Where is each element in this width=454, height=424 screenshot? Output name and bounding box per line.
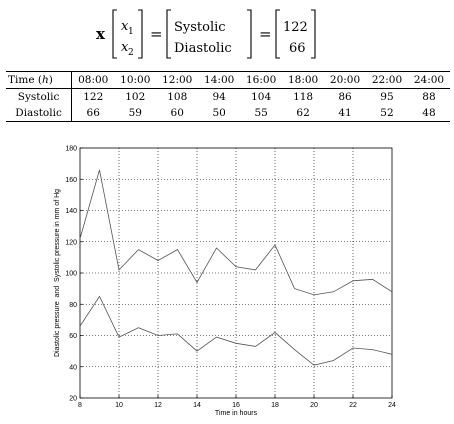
y-axis-label: Diastolic pressure and Systolic pressure…	[54, 189, 61, 357]
table-header-cell: 14:00	[198, 71, 241, 89]
table-header-time-unit: h	[41, 74, 49, 86]
x-tick-label: 10	[115, 402, 123, 409]
table-header-cell: 16:00	[240, 71, 283, 89]
x-axis-label: Time in hours	[215, 410, 258, 417]
table-cell: 104	[251, 91, 272, 103]
table-row-label: Diastolic	[6, 105, 73, 122]
equals-sign-2: =	[259, 25, 272, 43]
table-cell: 50	[198, 105, 241, 122]
table-header-time: Time (h)	[6, 71, 73, 89]
x-tick-label: 8	[78, 402, 82, 409]
y-tick-label: 80	[69, 302, 77, 309]
table-cell: 122	[83, 91, 104, 103]
table-header-cell: 12:00	[156, 71, 199, 89]
x-tick-label: 12	[154, 402, 162, 409]
bracket-left-3	[275, 9, 280, 59]
table-cell: 59	[114, 105, 157, 122]
blood-pressure-table: Time (h) 08:00 10:00 12:00 14:00 16:00 1…	[6, 71, 450, 122]
systolic-line	[79, 169, 393, 296]
y-tick-label: 160	[65, 177, 77, 184]
chart-grid	[80, 148, 392, 398]
y-tick-label: 180	[65, 146, 77, 153]
table-cell: 108	[167, 91, 188, 103]
vector-value-diastolic: 66	[289, 41, 306, 56]
chart-ticks: 8 10 12 14 16 18 20 22 24 20 40 60 80 100 120 140 160 180	[65, 146, 396, 410]
y-tick-label: 120	[65, 239, 77, 246]
vector-value-systolic: 122	[283, 20, 308, 35]
blood-pressure-chart: 8 10 12 14 16 18 20 22 24 20 40 60 80 100 120 140 160 180…	[0, 140, 454, 420]
y-tick-label: 60	[69, 333, 77, 340]
diastolic-line	[79, 295, 393, 366]
bracket-right-1	[138, 9, 143, 59]
bracket-right-2	[247, 9, 252, 59]
table-cell: 86	[338, 91, 352, 103]
x-tick-label: 20	[310, 402, 318, 409]
table-cell: 55	[240, 105, 283, 122]
bracket-left-2	[166, 9, 171, 59]
x-tick-label: 16	[232, 402, 240, 409]
table-header-row: Time (h) 08:00 10:00 12:00 14:00 16:00 1…	[6, 71, 450, 89]
x-tick-label: 14	[193, 402, 201, 409]
table-cell: 88	[422, 91, 436, 103]
chart-series	[79, 169, 393, 366]
vector-x1: x	[121, 19, 129, 34]
table-cell: 66	[71, 105, 115, 122]
table-cell: 48	[407, 105, 450, 122]
x-tick-label: 18	[271, 402, 279, 409]
table-header-cell: 10:00	[114, 71, 157, 89]
vector-diastolic-label: Diastolic	[174, 41, 232, 56]
table-cell: 60	[156, 105, 199, 122]
vector-systolic-label: Systolic	[174, 20, 226, 35]
equals-sign-1: =	[150, 25, 163, 43]
table-header-cell: 18:00	[282, 71, 325, 89]
bracket-right-3	[311, 9, 316, 59]
vector-x1-sub: 1	[128, 27, 134, 37]
chart-svg: 8 10 12 14 16 18 20 22 24 20 40 60 80 100 120 140 160 180…	[54, 146, 396, 418]
table-cell: 102	[125, 91, 146, 103]
table-cell: 41	[324, 105, 367, 122]
x-tick-label: 24	[388, 402, 396, 409]
x-tick-label: 22	[349, 402, 357, 409]
equation-lhs: x	[96, 25, 106, 43]
table-cell: 94	[212, 91, 226, 103]
y-tick-label: 140	[65, 208, 77, 215]
y-tick-label: 100	[65, 271, 77, 278]
y-tick-label: 40	[69, 364, 77, 371]
bracket-left-1	[112, 9, 117, 59]
table-row-diastolic: Diastolic 66 59 60 50 55 62 41 52 48	[6, 105, 450, 122]
table-cell: 118	[293, 91, 314, 103]
table-row-label: Systolic	[6, 88, 73, 105]
table-cell: 62	[282, 105, 325, 122]
table-header-cell: 24:00	[407, 71, 450, 89]
table-header-cell: 22:00	[366, 71, 408, 89]
vector-equation: x x 1 x 2 = Systolic Diastolic = 122 66	[0, 6, 454, 62]
table-row-systolic: Systolic 122 102 108 94 104 118 86 95 88	[6, 88, 450, 105]
vector-x2-sub: 2	[128, 48, 134, 58]
table-header-time-label: Time	[8, 74, 35, 86]
table-header-cell: 20:00	[324, 71, 367, 89]
vector-equation-svg: x x 1 x 2 = Systolic Diastolic = 122 66	[96, 9, 316, 59]
y-tick-label: 20	[69, 396, 77, 403]
vector-x2: x	[121, 40, 129, 55]
table-header-cell: 08:00	[71, 71, 115, 89]
table-cell: 95	[380, 91, 394, 103]
table-cell: 52	[366, 105, 408, 122]
